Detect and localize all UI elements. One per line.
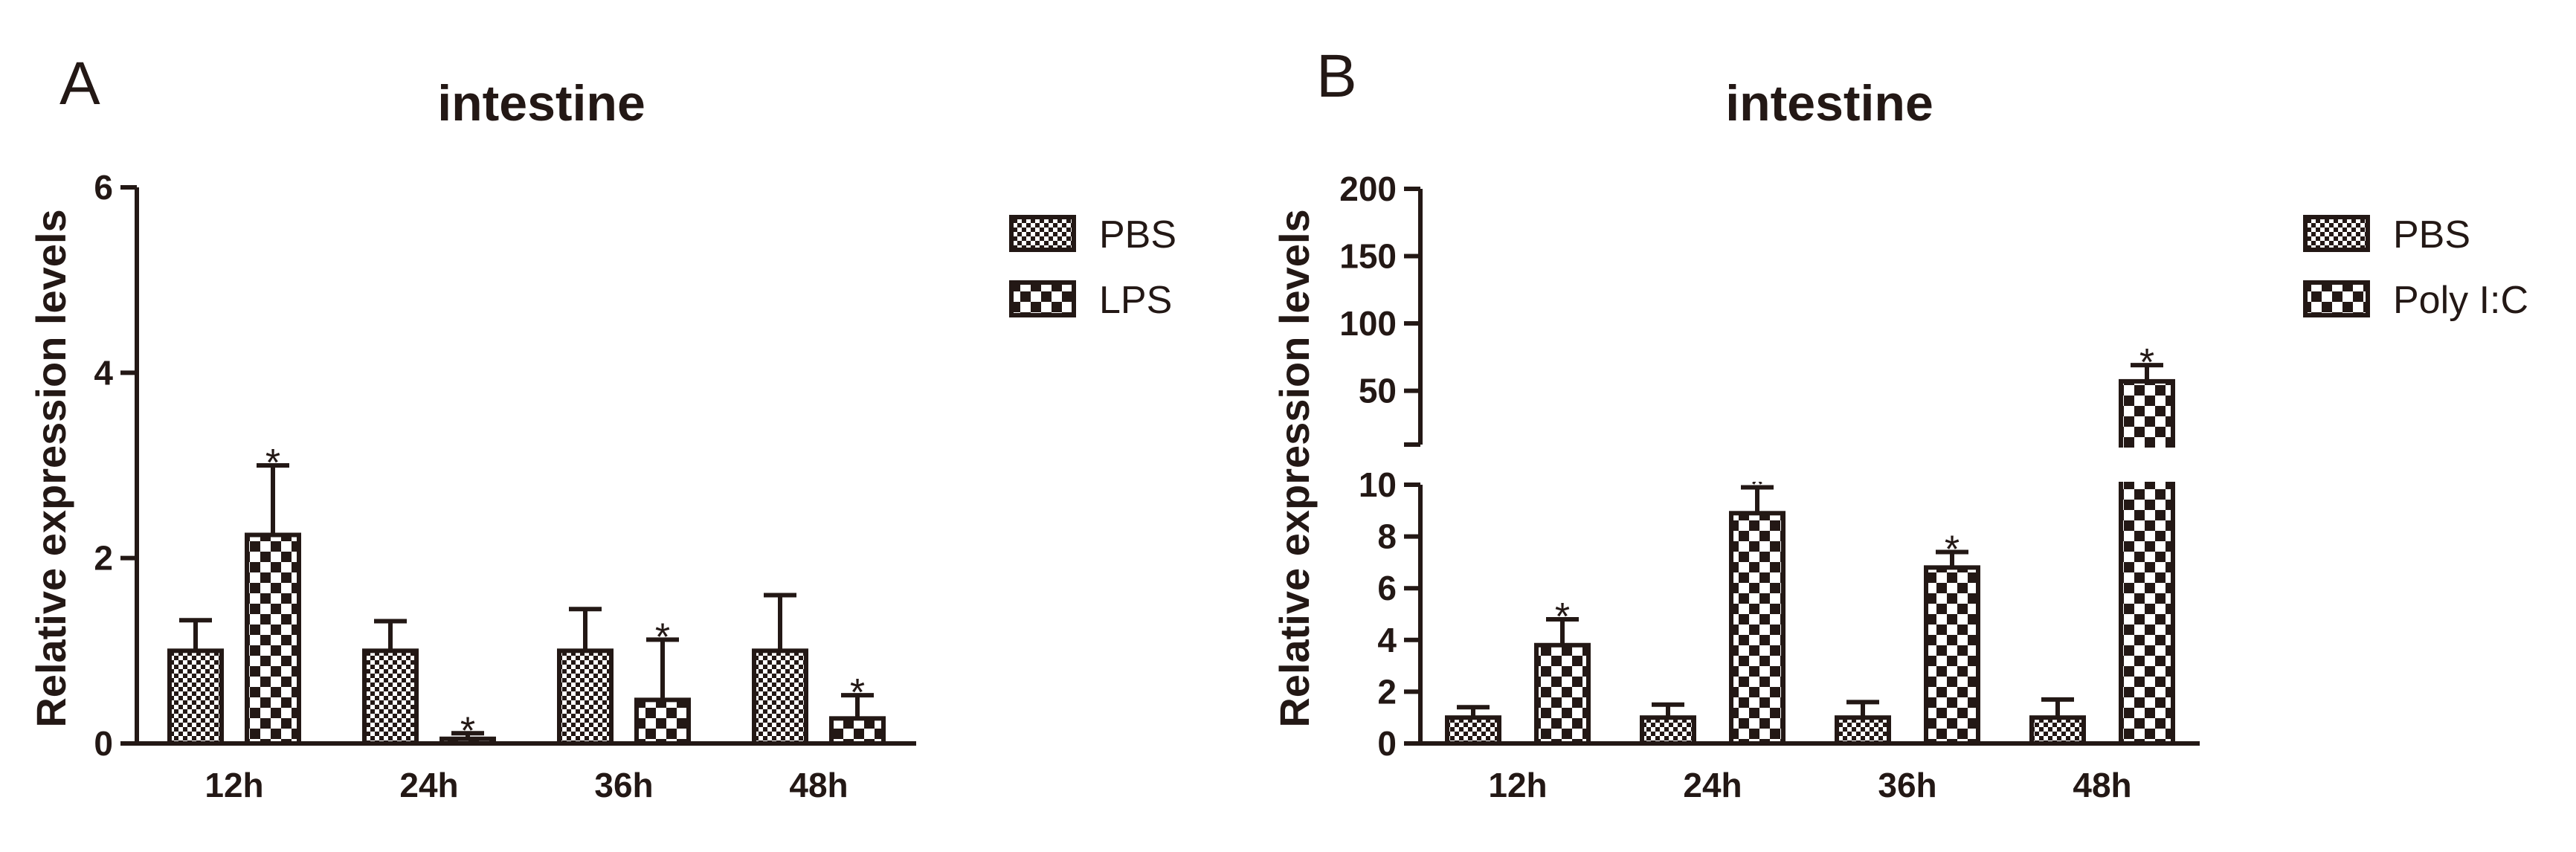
- legend-swatch-pbs-b: [2303, 215, 2370, 252]
- y-tick-label: 100: [1339, 304, 1397, 343]
- bar: [167, 648, 224, 746]
- legend-item-lps: LPS: [1009, 279, 1172, 322]
- y-tick-label: 50: [1359, 372, 1397, 410]
- bar: [439, 736, 496, 746]
- bar: [2119, 378, 2175, 746]
- x-tick-label: 36h: [1878, 766, 1936, 804]
- y-tick-label: 2: [1377, 672, 1397, 711]
- legend-swatch-pbs: [1009, 215, 1076, 252]
- x-tick-label: 36h: [594, 766, 653, 804]
- significance-marker: *: [1945, 528, 1960, 571]
- y-tick-label: 0: [94, 724, 113, 763]
- panel-letter-b: B: [1316, 42, 1357, 110]
- chart-panel-b: B intestine Relative expression levels 0…: [1271, 42, 2528, 804]
- legend-b: PBS Poly I:C: [2303, 213, 2528, 322]
- bar: [634, 697, 691, 746]
- x-tick-label: 48h: [789, 766, 848, 804]
- significance-marker: *: [460, 709, 475, 752]
- y-tick-label: 4: [1377, 621, 1397, 659]
- legend-item-pbs: PBS: [1009, 213, 1176, 256]
- bar: [2029, 715, 2086, 746]
- y-tick-label: 200: [1339, 170, 1397, 208]
- significance-marker: *: [850, 671, 865, 714]
- bar: [1445, 715, 1501, 746]
- y-tick-label: 150: [1339, 237, 1397, 276]
- chart-title-b: intestine: [1725, 75, 1933, 132]
- y-axis-label-b: Relative expression levels: [1271, 209, 1318, 727]
- significance-marker: *: [265, 442, 280, 485]
- bar: [1924, 565, 1980, 746]
- x-tick-label: 12h: [1488, 766, 1547, 804]
- x-tick-label: 24h: [1683, 766, 1742, 804]
- legend-swatch-polyic: [2303, 280, 2370, 317]
- bar: [1534, 642, 1591, 746]
- y-tick-label: 4: [94, 353, 113, 392]
- y-tick-label: 8: [1377, 517, 1397, 556]
- legend-label-lps: LPS: [1099, 279, 1172, 322]
- bar: [829, 716, 886, 746]
- y-tick-label: 6: [1377, 569, 1397, 607]
- y-axis-label-a: Relative expression levels: [28, 209, 74, 727]
- bar: [245, 532, 301, 746]
- chart-title-a: intestine: [437, 75, 645, 132]
- x-tick-label: 48h: [2073, 766, 2131, 804]
- y-tick-label: 0: [1377, 724, 1397, 763]
- significance-marker: *: [2139, 341, 2154, 384]
- x-tick-label: 24h: [399, 766, 458, 804]
- significance-marker: *: [655, 616, 670, 659]
- axis-break-gap: [1426, 448, 2200, 482]
- y-tick-label: 10: [1359, 465, 1397, 504]
- y-tick-label: 2: [94, 539, 113, 578]
- legend-item-polyic: Poly I:C: [2303, 279, 2528, 322]
- bar: [752, 648, 808, 746]
- bar: [1640, 715, 1696, 746]
- bar: [1729, 511, 1786, 746]
- legend-label-pbs-b: PBS: [2393, 213, 2470, 256]
- bar: [1835, 715, 1891, 746]
- significance-marker: *: [1555, 596, 1570, 639]
- legend-label-polyic: Poly I:C: [2393, 279, 2528, 322]
- legend-a: PBS LPS: [1009, 213, 1176, 322]
- chart-panel-a: A intestine Relative expression levels 0…: [28, 50, 1176, 804]
- panel-letter-a: A: [59, 50, 100, 117]
- legend-swatch-lps: [1009, 280, 1076, 317]
- legend-item-pbs-b: PBS: [2303, 213, 2470, 256]
- bar: [362, 648, 419, 746]
- y-tick-label: 6: [94, 168, 113, 207]
- bar: [557, 648, 614, 746]
- legend-label-pbs: PBS: [1099, 213, 1176, 256]
- x-tick-label: 12h: [205, 766, 263, 804]
